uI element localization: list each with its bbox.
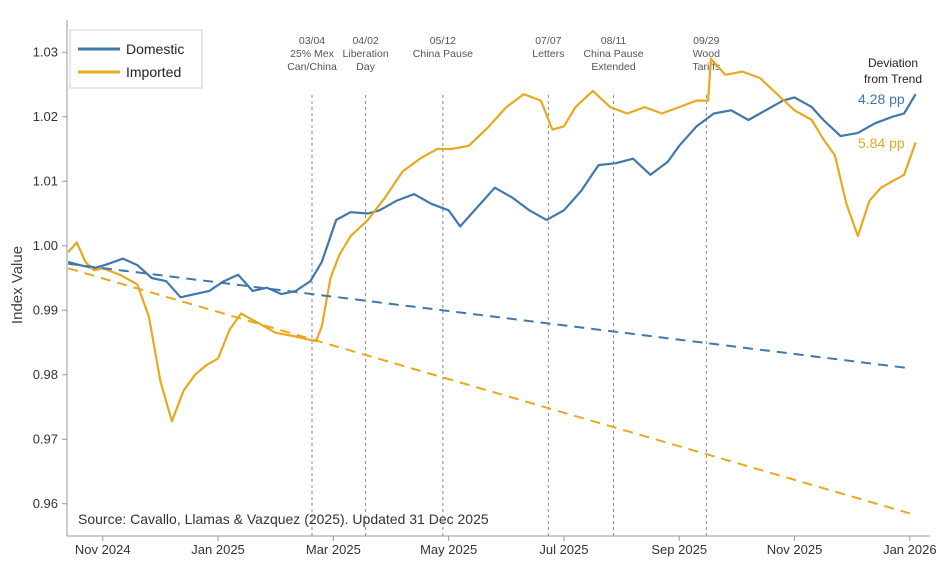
event-lines: [312, 95, 706, 536]
event-annotation: 03/04 25% Mex Can/China: [287, 35, 337, 73]
x-tick-label: May 2025: [420, 542, 477, 557]
x-tick-label: Nov 2024: [75, 542, 131, 557]
deviation-title-line1: Deviation: [868, 56, 918, 70]
x-tick-label: Jul 2025: [539, 542, 588, 557]
legend-label-domestic: Domestic: [126, 41, 184, 57]
event-annotation-line: 08/11: [601, 35, 627, 47]
event-annotation: 07/07 Letters: [532, 35, 564, 60]
series-imported-trend: [68, 268, 910, 513]
event-annotation-line: 09/29: [693, 35, 719, 47]
source-note: Source: Cavallo, Llamas & Vazquez (2025)…: [78, 511, 489, 527]
axes: [67, 20, 930, 536]
y-tick-label: 1.02: [33, 109, 58, 124]
event-annotation-line: Wood: [693, 48, 720, 60]
event-annotation-line: 07/07: [535, 35, 561, 47]
event-annotation-line: China Pause: [583, 48, 643, 60]
deviation-title-line2: from Trend: [864, 72, 922, 86]
event-annotation: 04/02 Liberation Day: [343, 35, 389, 73]
series-domestic-trend: [68, 264, 910, 369]
y-tick-label: 0.97: [33, 431, 58, 446]
y-tick-label: 0.98: [33, 367, 58, 382]
event-annotation-line: China Pause: [413, 48, 473, 60]
x-tick-label: Sep 2025: [651, 542, 707, 557]
deviation-panel: Deviation from Trend 4.28 pp 5.84 pp: [858, 56, 922, 151]
x-axis-ticks: Nov 2024 Jan 2025 Mar 2025 May 2025 Jul 2025…: [75, 536, 937, 557]
x-tick-label: Mar 2025: [306, 542, 361, 557]
legend: Domestic Imported: [70, 30, 202, 88]
event-annotation: 09/29 Wood Tariffs: [692, 35, 720, 73]
event-annotation-line: 05/12: [430, 35, 456, 47]
deviation-domestic-value: 4.28 pp: [858, 91, 905, 107]
series-imported: [68, 59, 915, 422]
series-lines: [68, 59, 915, 514]
event-annotation-line: Day: [356, 61, 375, 73]
event-annotation-line: Can/China: [287, 61, 337, 73]
event-annotation-line: Letters: [532, 48, 564, 60]
y-tick-label: 1.00: [33, 238, 58, 253]
deviation-imported-value: 5.84 pp: [858, 135, 905, 151]
event-annotation-line: 04/02: [352, 35, 378, 47]
event-annotation-line: 25% Mex: [290, 48, 335, 60]
event-annotation: 05/12 China Pause: [413, 35, 473, 60]
x-tick-label: Nov 2025: [767, 542, 823, 557]
y-tick-label: 0.96: [33, 496, 58, 511]
event-annotation-line: Liberation: [343, 48, 389, 60]
y-tick-label: 1.01: [33, 173, 58, 188]
y-axis-ticks: 0.96 0.97 0.98 0.99 1.00 1.01 1.02 1.03: [33, 44, 67, 511]
event-annotation-line: Extended: [591, 61, 636, 73]
event-annotation: 08/11 China Pause Extended: [583, 35, 643, 73]
chart: Nov 2024 Jan 2025 Mar 2025 May 2025 Jul 2025…: [0, 0, 944, 577]
y-tick-label: 1.03: [33, 44, 58, 59]
x-tick-label: Jan 2026: [883, 542, 937, 557]
y-axis-label: Index Value: [9, 246, 26, 324]
x-tick-label: Jan 2025: [191, 542, 245, 557]
event-annotation-line: Tariffs: [692, 61, 720, 73]
event-annotation-line: 03/04: [299, 35, 325, 47]
legend-label-imported: Imported: [126, 64, 181, 80]
y-tick-label: 0.99: [33, 302, 58, 317]
